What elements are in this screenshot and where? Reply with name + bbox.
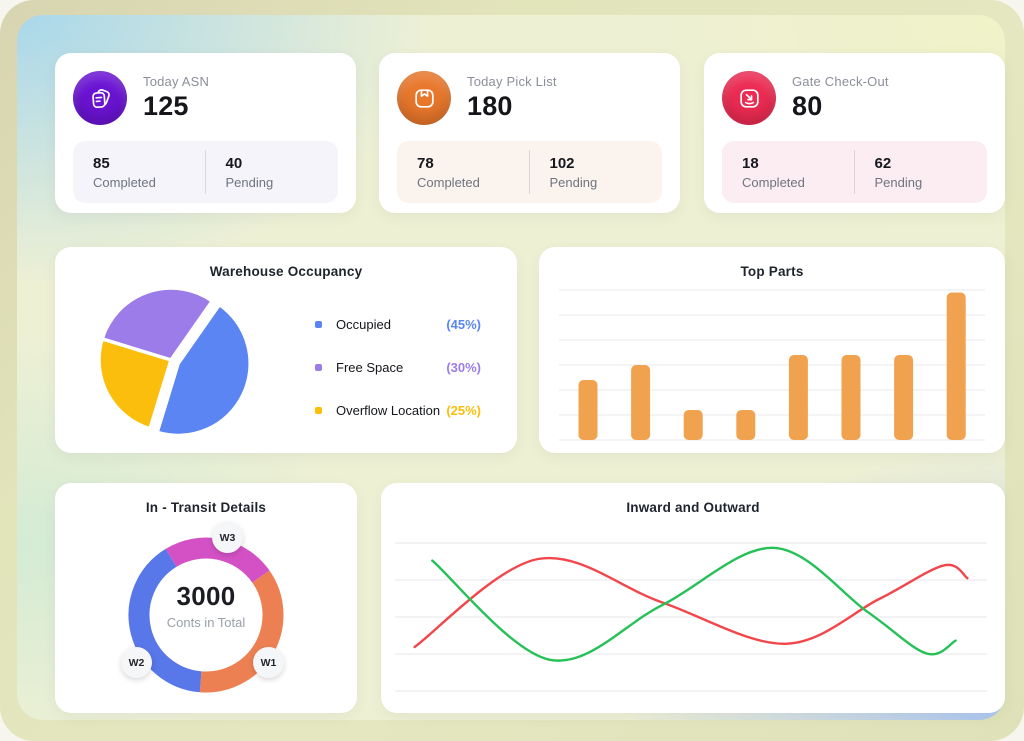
- completed-label: Completed: [742, 174, 805, 190]
- stat-card-today-pick-list: Today Pick List 180 78 Completed 102 Pen…: [379, 53, 680, 213]
- stat-value: 180: [467, 91, 513, 121]
- completed-label: Completed: [93, 174, 156, 190]
- legend-bullet: [315, 320, 322, 328]
- dashboard-board: Today ASN 125 85 Completed 40 Pending: [17, 15, 1005, 720]
- legend-percent: (25%): [446, 402, 481, 418]
- donut-total-label: Conts in Total: [166, 615, 246, 630]
- legend-bullet: [315, 406, 322, 414]
- card-title: In - Transit Details: [145, 500, 267, 515]
- donut-badge-w1: W1: [253, 647, 284, 678]
- gate-check-out-icon: [722, 71, 776, 125]
- completed-value: 78: [417, 154, 434, 172]
- donut-badge-w2: W2: [121, 647, 152, 678]
- completed-label: Completed: [417, 174, 480, 190]
- stat-card-today-asn: Today ASN 125 85 Completed 40 Pending: [55, 53, 356, 213]
- legend-row-free-space: Free Space (30%): [315, 356, 481, 378]
- completed-cell: 18 Completed: [722, 150, 855, 194]
- stat-strip: 85 Completed 40 Pending: [73, 141, 338, 203]
- stat-strip: 18 Completed 62 Pending: [722, 141, 987, 203]
- donut-total-value: 3000: [176, 581, 236, 611]
- completed-value: 85: [93, 154, 110, 172]
- stat-card-header: Today Pick List 180: [397, 71, 662, 125]
- stat-value: 125: [143, 91, 189, 121]
- pending-label: Pending: [874, 174, 923, 190]
- inward-and-outward-card: Inward and Outward: [381, 483, 1005, 713]
- card-title: Warehouse Occupancy: [209, 264, 363, 279]
- top-parts-card: Top Parts: [539, 247, 1005, 453]
- pending-cell: 62 Pending: [855, 155, 988, 190]
- pending-cell: 40 Pending: [206, 155, 339, 190]
- in-transit-details-card: In - Transit Details 3000 Conts in Total…: [55, 483, 357, 713]
- top-parts-bar-chart[interactable]: [539, 247, 1005, 453]
- legend-row-overflow-location: Overflow Location (25%): [315, 399, 481, 421]
- stat-card-header: Gate Check-Out 80: [722, 71, 987, 125]
- pick-list-icon: [397, 71, 451, 125]
- stat-text: Today ASN 125: [143, 74, 209, 122]
- inward-outward-line-chart[interactable]: [381, 483, 1005, 713]
- legend-row-occupied: Occupied (45%): [315, 313, 481, 335]
- stat-value: 80: [792, 91, 823, 121]
- stat-card-header: Today ASN 125: [73, 71, 338, 125]
- asn-documents-icon: [73, 71, 127, 125]
- warehouse-occupancy-pie-chart[interactable]: [61, 271, 291, 453]
- legend-percent: (45%): [446, 316, 481, 332]
- warehouse-occupancy-card: Warehouse Occupancy Occupied (45%) Free …: [55, 247, 517, 453]
- legend-label: Overflow Location: [336, 402, 441, 418]
- pending-value: 62: [874, 154, 892, 172]
- stat-title: Today Pick List: [467, 74, 557, 89]
- legend-label: Free Space: [336, 359, 404, 375]
- card-title: Inward and Outward: [626, 500, 760, 515]
- completed-cell: 78 Completed: [397, 150, 530, 194]
- stat-title: Gate Check-Out: [792, 74, 889, 89]
- completed-cell: 85 Completed: [73, 150, 206, 194]
- pending-value: 40: [225, 154, 243, 172]
- occupancy-legend: Occupied (45%) Free Space (30%) Overflow…: [315, 313, 481, 442]
- stat-title: Today ASN: [143, 74, 210, 89]
- pending-value: 102: [549, 154, 575, 172]
- stat-text: Gate Check-Out 80: [792, 74, 889, 122]
- completed-value: 18: [742, 154, 759, 172]
- stat-card-gate-check-out: Gate Check-Out 80 18 Completed 62 Pendin…: [704, 53, 1005, 213]
- legend-bullet: [315, 363, 322, 371]
- stat-strip: 78 Completed 102 Pending: [397, 141, 662, 203]
- donut-badge-w3: W3: [212, 522, 243, 553]
- card-title: Top Parts: [740, 264, 804, 279]
- legend-percent: (30%): [446, 359, 481, 375]
- donut-center: 3000 Conts in Total: [131, 581, 281, 630]
- pending-cell: 102 Pending: [530, 155, 663, 190]
- legend-label: Occupied: [336, 316, 391, 332]
- pending-label: Pending: [549, 174, 598, 190]
- pending-label: Pending: [225, 174, 274, 190]
- stat-text: Today Pick List 180: [467, 74, 557, 122]
